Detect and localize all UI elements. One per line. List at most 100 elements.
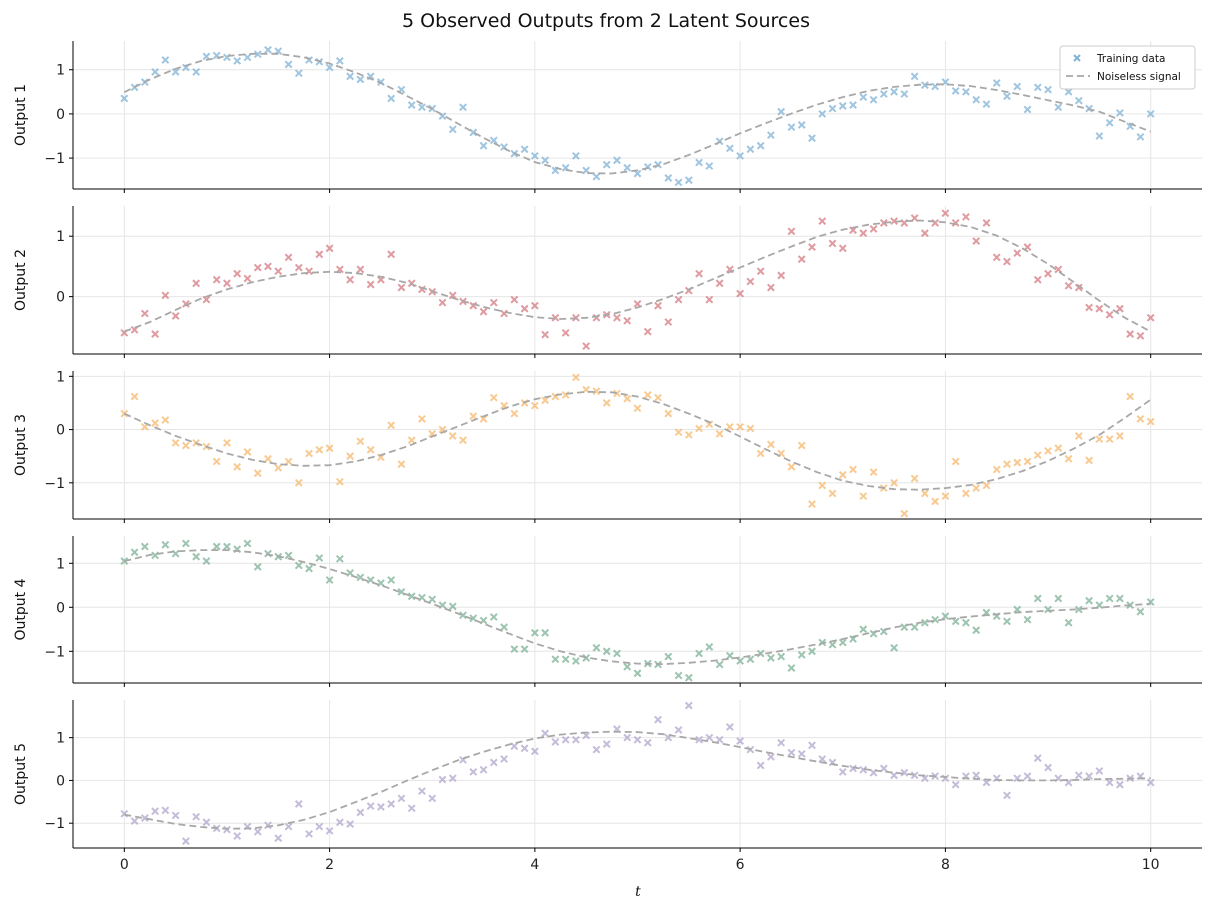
training-point [223,542,231,551]
training-point [613,156,621,165]
training-point [181,837,190,846]
training-point [1095,132,1104,140]
training-point [192,812,201,821]
training-point [366,280,375,289]
training-point [530,151,539,160]
training-point [613,313,621,322]
training-point [592,387,601,396]
training-point [253,562,262,571]
training-point [541,330,550,339]
training-point [479,141,488,150]
training-point [294,800,303,808]
training-point [1115,594,1124,603]
training-point [797,749,806,758]
training-point [253,263,262,272]
training-point [643,327,652,336]
training-point [1085,456,1094,465]
training-point [838,638,847,647]
training-point [1064,281,1073,290]
training-point [346,452,355,461]
noiseless-signal-line [124,549,1151,666]
training-point [305,564,313,573]
training-point [715,279,724,288]
training-point [356,75,365,84]
training-point [787,462,796,471]
training-point [982,100,991,109]
training-point [941,492,950,501]
training-point [890,87,898,96]
training-point [130,817,139,825]
training-point [695,158,703,167]
training-point [551,313,560,322]
training-point [664,409,673,418]
training-point [294,561,303,570]
training-point [1054,265,1063,274]
training-point [756,449,765,458]
training-point [1033,451,1042,460]
training-point [879,764,888,773]
training-point [992,253,1001,262]
training-point [746,424,755,433]
training-point [787,664,796,672]
training-point [1064,454,1073,463]
training-point [346,275,355,284]
y-tick-label: −1 [44,644,65,660]
training-point [120,94,129,103]
training-point [1054,444,1063,453]
training-point [253,827,262,836]
training-point [767,131,775,140]
training-point [1023,457,1032,466]
training-point [489,393,498,402]
training-point [1023,772,1032,781]
training-point [171,811,180,820]
y-tick-label: −1 [44,151,65,167]
training-point [212,542,221,551]
training-point [305,829,313,838]
training-point [448,774,457,783]
training-point [1044,269,1052,278]
training-point [1115,780,1124,789]
training-point [962,618,970,627]
training-point [725,651,734,660]
training-point [1044,446,1052,455]
training-point [1095,435,1104,444]
training-point [397,460,406,469]
training-point [828,489,837,498]
training-point [407,101,416,109]
training-point [551,738,560,746]
training-point [602,740,611,748]
training-point [869,95,878,104]
training-point [787,123,796,132]
x-tick-label: 4 [530,857,539,873]
training-point [151,68,160,76]
training-point [818,217,827,226]
training-point [325,63,334,72]
training-point [294,263,303,272]
training-point [705,643,714,651]
y-tick-label: 0 [56,423,65,439]
training-point [1033,754,1042,763]
training-point [233,462,242,471]
training-point [633,669,642,678]
training-point [274,834,283,843]
training-point [623,163,632,172]
training-point [346,820,355,828]
training-point [900,509,909,518]
y-axis-title: Output 1 [13,84,29,146]
y-tick-label: 1 [56,63,65,79]
training-point [674,671,683,680]
training-point [715,429,724,438]
training-point [736,151,745,160]
training-point [920,81,929,90]
training-point [695,269,703,278]
training-point [859,765,868,774]
training-point [684,673,693,682]
training-point [1146,417,1155,426]
training-point [397,283,406,292]
training-point [767,752,775,761]
training-point [777,652,786,661]
training-point [377,803,385,811]
training-point [1126,330,1135,338]
training-point [572,735,580,744]
training-point [767,654,775,662]
